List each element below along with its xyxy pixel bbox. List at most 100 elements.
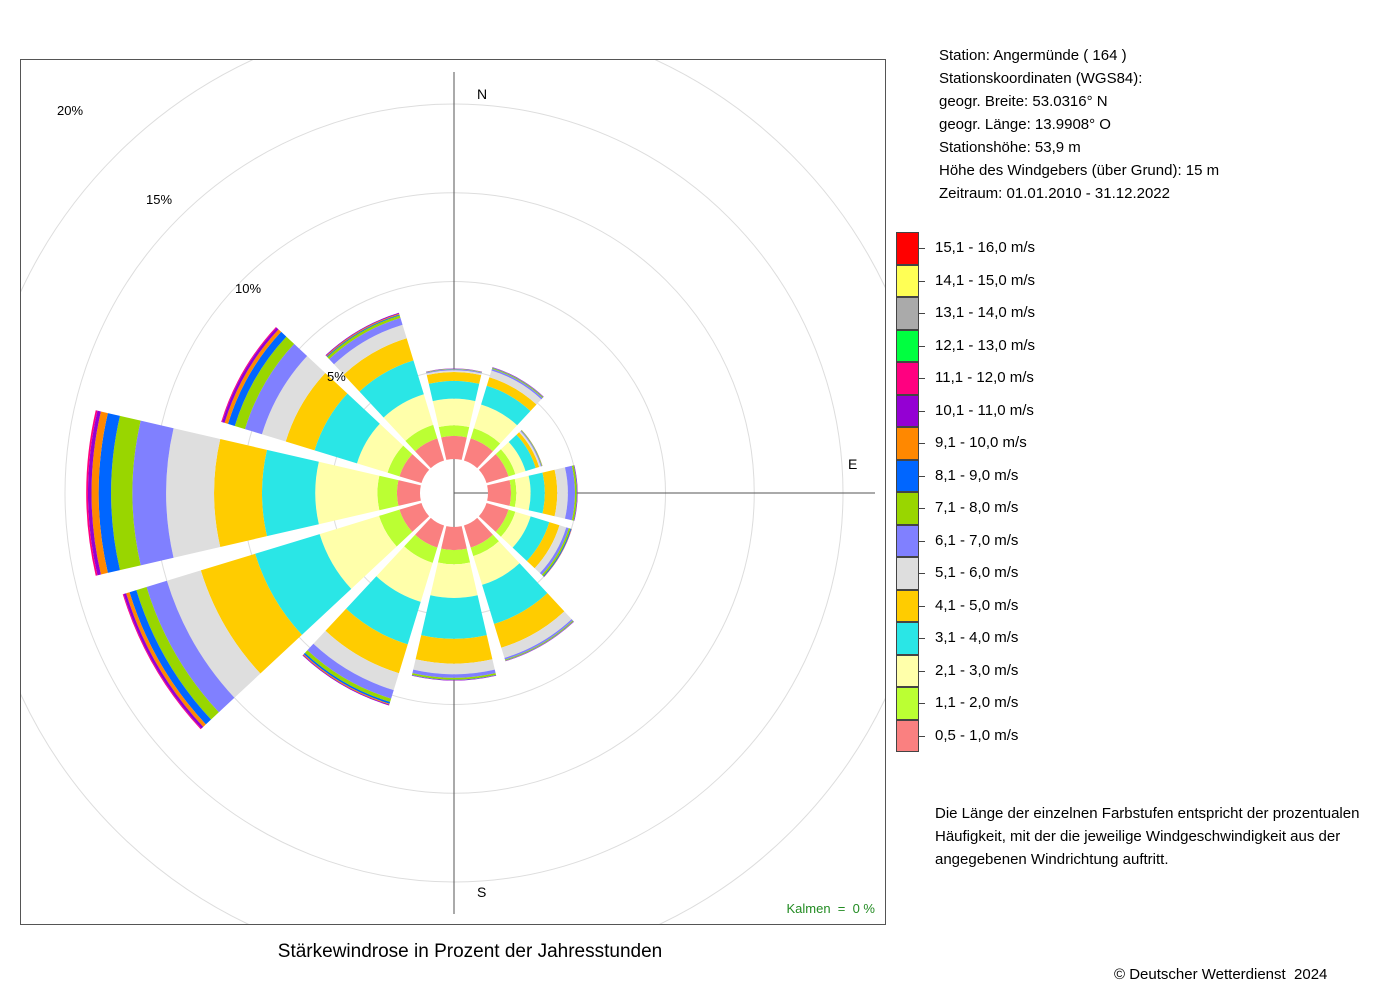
sector-30-speed-class-4 bbox=[481, 385, 531, 426]
legend-label: 5,1 - 6,0 m/s bbox=[935, 564, 1019, 581]
sector-240-speed-class-8 bbox=[136, 587, 219, 720]
legend-label: 9,1 - 10,0 m/s bbox=[935, 434, 1027, 451]
sector-210-speed-class-4 bbox=[346, 576, 421, 645]
sector-300-speed-class-3 bbox=[356, 423, 404, 473]
legend-swatch bbox=[896, 524, 919, 557]
calm-percentage: Kalmen = 0 % bbox=[786, 901, 875, 916]
explanation-note: Die Länge der einzelnen Farbstufen entsp… bbox=[935, 802, 1395, 871]
legend-tick bbox=[919, 443, 925, 444]
sector-240-speed-class-2 bbox=[379, 509, 413, 547]
legend-swatch bbox=[896, 362, 919, 395]
sector-300-speed-class-4 bbox=[314, 393, 380, 464]
sector-60-speed-class-4 bbox=[508, 434, 536, 472]
sector-300-speed-class-6 bbox=[261, 356, 326, 442]
sector-180-speed-class-8 bbox=[412, 673, 496, 680]
sector-0-speed-class-10 bbox=[426, 368, 482, 373]
sector-0-speed-class-3 bbox=[432, 398, 476, 428]
legend-tick bbox=[919, 345, 925, 347]
sector-240-speed-class-4 bbox=[255, 534, 352, 635]
sector-330-speed-class-2 bbox=[405, 424, 438, 452]
sector-210-speed-class-7 bbox=[307, 643, 394, 699]
legend-tick bbox=[919, 573, 925, 574]
legend-swatch bbox=[896, 264, 919, 297]
station-info: Station: Angermünde ( 164 ) Stationskoor… bbox=[939, 44, 1219, 205]
sector-270-speed-class-8 bbox=[111, 415, 141, 571]
sector-90-speed-class-2 bbox=[509, 478, 517, 508]
sector-90-speed-class-6 bbox=[554, 467, 568, 519]
note-line-3: angegebenen Windrichtung auftritt. bbox=[935, 851, 1169, 868]
sector-270-speed-class-12 bbox=[86, 410, 98, 576]
sector-0-speed-class-5 bbox=[426, 372, 482, 384]
sector-210-speed-class-8 bbox=[304, 650, 392, 703]
legend-swatch bbox=[896, 589, 919, 622]
sector-90-speed-class-4 bbox=[528, 472, 545, 514]
sector-60-speed-class-3 bbox=[500, 441, 526, 475]
sector-180-speed-class-1 bbox=[441, 526, 467, 551]
legend-label: 12,1 - 13,0 m/s bbox=[935, 336, 1036, 354]
sector-120-speed-class-8 bbox=[541, 528, 571, 577]
sector-270-speed-class-6 bbox=[166, 428, 221, 558]
sector-330-speed-class-3 bbox=[383, 394, 434, 441]
sector-150-speed-class-3 bbox=[473, 541, 520, 585]
sector-120-speed-class-6 bbox=[534, 525, 567, 574]
legend-tick bbox=[919, 378, 925, 379]
sector-120-speed-class-5 bbox=[526, 522, 560, 569]
ring-label-5: 5% bbox=[327, 369, 346, 384]
sector-300-speed-class-8 bbox=[234, 336, 295, 430]
legend-swatch bbox=[896, 557, 919, 590]
sector-210-speed-class-5 bbox=[325, 608, 408, 674]
chart-caption: Stärkewindrose in Prozent der Jahresstun… bbox=[277, 941, 663, 962]
sector-180-speed-class-3 bbox=[430, 562, 478, 599]
legend-swatch bbox=[896, 654, 919, 687]
sector-150-speed-class-1 bbox=[463, 517, 493, 548]
legend-tick bbox=[919, 313, 925, 314]
sector-180-speed-class-11 bbox=[411, 675, 497, 681]
sector-240-speed-class-1 bbox=[399, 502, 430, 532]
sector-300-speed-class-2 bbox=[387, 445, 413, 477]
sector-30-speed-class-7 bbox=[491, 368, 543, 400]
sector-180-speed-class-4 bbox=[421, 595, 487, 639]
legend-tick bbox=[919, 248, 925, 249]
sector-150-speed-class-5 bbox=[494, 593, 565, 648]
legend-swatch bbox=[896, 492, 919, 525]
sector-300-speed-class-11 bbox=[222, 327, 279, 423]
sector-30-speed-class-1 bbox=[463, 438, 493, 469]
legend-tick bbox=[919, 703, 925, 704]
sector-60-speed-class-2 bbox=[495, 449, 516, 477]
legend-swatch bbox=[896, 427, 919, 460]
legend-label: 1,1 - 2,0 m/s bbox=[935, 694, 1019, 711]
sector-270-speed-class-4 bbox=[262, 449, 319, 537]
sector-90-speed-class-1 bbox=[487, 480, 512, 506]
note-line-2: Häufigkeit, mit der die jeweilige Windge… bbox=[935, 828, 1341, 845]
sector-240-speed-class-7 bbox=[146, 580, 235, 713]
sector-330-speed-class-5 bbox=[343, 338, 414, 392]
sector-90-speed-class-8 bbox=[571, 465, 577, 521]
sector-90-speed-class-3 bbox=[514, 475, 531, 511]
sector-150-speed-class-2 bbox=[470, 534, 499, 557]
sector-270-speed-class-11 bbox=[88, 410, 101, 576]
legend-label: 0,5 - 1,0 m/s bbox=[935, 726, 1019, 744]
wind-sector-210deg bbox=[302, 517, 445, 706]
wind-sector-90deg bbox=[487, 465, 578, 521]
legend-swatch bbox=[896, 459, 919, 492]
legend-swatch bbox=[896, 622, 919, 655]
legend-swatch bbox=[896, 394, 919, 427]
sector-270-speed-class-2 bbox=[377, 475, 399, 511]
compass-north-label: N bbox=[477, 86, 488, 102]
legend-tick bbox=[919, 605, 925, 607]
sector-30-speed-class-5 bbox=[486, 377, 537, 412]
wind-rose-chart bbox=[21, 60, 885, 924]
wind-sector-300deg bbox=[221, 326, 430, 484]
sector-180-speed-class-7 bbox=[412, 669, 496, 678]
legend-swatch bbox=[896, 329, 919, 362]
legend-label: 11,1 - 12,0 m/s bbox=[935, 369, 1034, 386]
sector-30-speed-class-6 bbox=[489, 370, 542, 405]
sector-90-speed-class-10 bbox=[573, 465, 578, 521]
wind-sector-180deg bbox=[411, 526, 497, 681]
sector-210-speed-class-1 bbox=[415, 517, 445, 548]
legend-tick bbox=[919, 670, 925, 672]
wind-rose-plot-frame: N E S 5% 10% 15% 20% Kalmen = 0 % bbox=[20, 59, 886, 925]
sector-180-speed-class-5 bbox=[415, 635, 493, 664]
sector-240-speed-class-9 bbox=[129, 590, 212, 725]
sector-0-speed-class-8 bbox=[426, 369, 482, 373]
